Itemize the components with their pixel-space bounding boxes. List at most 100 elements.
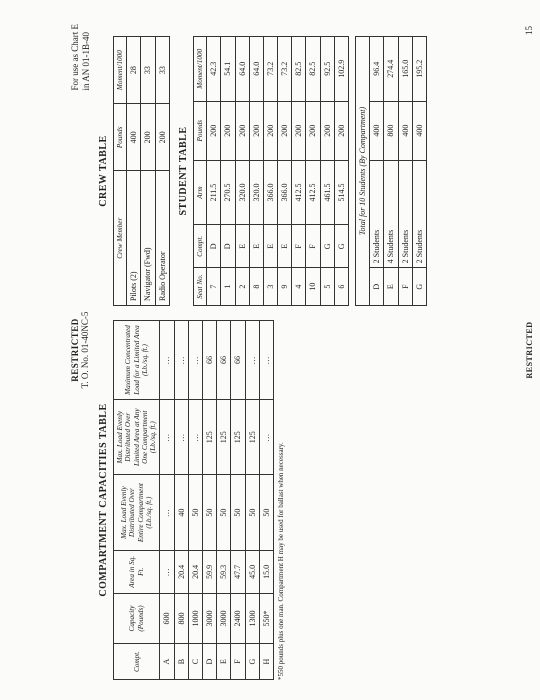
table-row: 4F412.520082.5 <box>292 37 306 306</box>
table-row: A600………… <box>160 321 174 680</box>
chart-e-line2: in AN 01-1B-40 <box>81 24 92 91</box>
table-cell: 800 <box>384 101 398 160</box>
table-cell: 600 <box>160 593 174 643</box>
table-row: 2E320.020064.0 <box>235 37 249 306</box>
table-cell: 200 <box>235 101 249 160</box>
table-cell: 366.0 <box>263 160 277 225</box>
stu-h-arm: Arm <box>193 160 206 225</box>
table-cell: 3000 <box>217 593 231 643</box>
table-cell: 59.3 <box>217 550 231 593</box>
table-cell: … <box>188 321 202 400</box>
table-cell: … <box>160 550 174 593</box>
table-cell: D <box>202 644 216 680</box>
table-cell: 200 <box>320 101 334 160</box>
table-cell: … <box>160 400 174 475</box>
table-cell: F <box>398 268 412 306</box>
table-row: 3E366.020073.2 <box>263 37 277 306</box>
table-cell: 92.5 <box>320 37 334 102</box>
table-cell: 412.5 <box>306 160 320 225</box>
cap-table-title: COMPARTMENT CAPACITIES TABLE <box>98 320 109 680</box>
table-cell: 50 <box>188 475 202 550</box>
table-cell: 2400 <box>231 593 245 643</box>
table-cell: G <box>245 644 259 680</box>
table-cell: 3 <box>263 268 277 306</box>
rotated-content: RESTRICTED T. O. No. 01-40NC-5 For use a… <box>70 20 540 680</box>
table-cell: 50 <box>202 475 216 550</box>
table-cell: E <box>249 225 263 268</box>
table-cell: 7 <box>207 268 221 306</box>
table-cell: 96.4 <box>370 37 384 102</box>
table-cell: 125 <box>245 400 259 475</box>
table-cell: G <box>334 225 348 268</box>
table-cell: 125 <box>202 400 216 475</box>
table-cell: 1000 <box>188 593 202 643</box>
table-cell: 400 <box>412 101 426 160</box>
table-cell: 54.1 <box>221 37 235 102</box>
table-cell: … <box>174 400 188 475</box>
table-cell: H <box>259 644 273 680</box>
table-row: 5G461.520092.5 <box>320 37 334 306</box>
table-row: 9E366.020073.2 <box>278 37 292 306</box>
cap-h-max-conc: Maximum Concentrated Load for a Limited … <box>114 321 160 400</box>
table-row: Navigator (Fwd)20033 <box>141 37 155 306</box>
table-cell: 461.5 <box>320 160 334 225</box>
table-cell: Pilots (2) <box>127 171 141 306</box>
table-cell: 42.3 <box>207 37 221 102</box>
table-cell: 800 <box>174 593 188 643</box>
table-cell: 4 Students <box>384 160 398 268</box>
stu-h-pounds: Pounds <box>193 101 206 160</box>
table-cell: 195.2 <box>412 37 426 102</box>
table-cell: 73.2 <box>263 37 277 102</box>
table-cell: … <box>160 321 174 400</box>
table-cell: 8 <box>249 268 263 306</box>
table-row: F240047.75012566 <box>231 321 245 680</box>
table-cell: B <box>174 644 188 680</box>
table-cell: … <box>259 400 273 475</box>
cap-h-load-entire: Max. Load Evenly Distributed Over Entire… <box>114 475 160 550</box>
table-cell: 33 <box>155 37 169 104</box>
table-cell: 320.0 <box>235 160 249 225</box>
table-cell: 10 <box>306 268 320 306</box>
table-row: D2 Students40096.4 <box>370 37 384 306</box>
table-cell: C <box>188 644 202 680</box>
table-cell: 47.7 <box>231 550 245 593</box>
table-cell: 200 <box>207 101 221 160</box>
right-column: CREW TABLE Crew Member Pounds Moment/100… <box>96 36 427 306</box>
table-cell: 200 <box>334 101 348 160</box>
table-row: B80020.440…… <box>174 321 188 680</box>
table-cell: F <box>231 644 245 680</box>
table-cell: … <box>259 321 273 400</box>
table-cell: 200 <box>221 101 235 160</box>
table-cell: … <box>188 400 202 475</box>
table-cell: Radio Operator <box>155 171 169 306</box>
table-cell: 33 <box>141 37 155 104</box>
table-cell: 5 <box>320 268 334 306</box>
footer-page-number: 15 <box>524 26 534 35</box>
table-cell: 64.0 <box>249 37 263 102</box>
table-row: 7D211.520042.3 <box>207 37 221 306</box>
table-cell: 125 <box>217 400 231 475</box>
table-cell: 125 <box>231 400 245 475</box>
table-cell: 3000 <box>202 593 216 643</box>
table-row: C100020.450…… <box>188 321 202 680</box>
table-cell: 50 <box>259 475 273 550</box>
table-cell: D <box>370 268 384 306</box>
table-cell: 9 <box>278 268 292 306</box>
stu-h-moment: Moment/1000 <box>193 37 206 102</box>
table-cell: 50 <box>231 475 245 550</box>
stu-h-seat: Seat No. <box>193 268 206 306</box>
table-row: D300059.95012566 <box>202 321 216 680</box>
table-cell: 366.0 <box>278 160 292 225</box>
table-cell: 45.0 <box>245 550 259 593</box>
table-cell: 274.4 <box>384 37 398 102</box>
table-cell: 514.5 <box>334 160 348 225</box>
table-cell: 20.4 <box>188 550 202 593</box>
table-cell: G <box>412 268 426 306</box>
table-cell: 64.0 <box>235 37 249 102</box>
table-cell: E <box>235 225 249 268</box>
table-cell: 20.4 <box>174 550 188 593</box>
table-cell: E <box>384 268 398 306</box>
left-column: COMPARTMENT CAPACITIES TABLE Compt. Capa… <box>96 320 427 680</box>
table-cell: 73.2 <box>278 37 292 102</box>
crew-h-pounds: Pounds <box>114 104 127 171</box>
